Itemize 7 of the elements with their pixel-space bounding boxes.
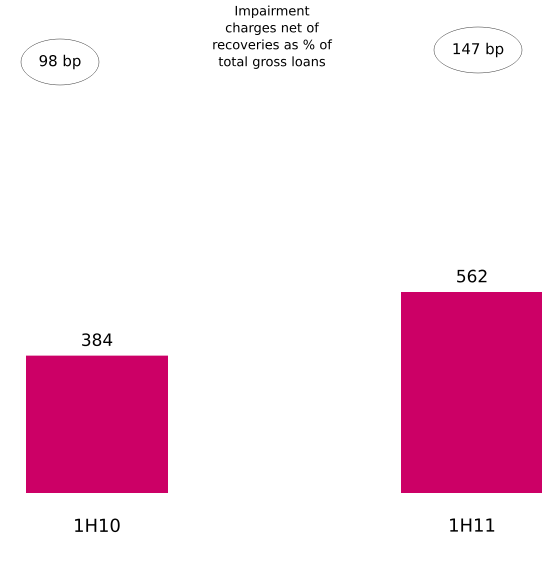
text: 147 bp: [454, 42, 504, 58]
x-tick-label: 1H10: [75, 518, 120, 532]
data-label: 562: [457, 270, 486, 282]
x-tick-label: 1H11: [450, 518, 494, 532]
chart-title: Impairment charges net of recoveries as % of total gross loans: [213, 6, 332, 69]
data-label: 384: [82, 333, 112, 346]
text: 98 bp: [40, 54, 81, 70]
